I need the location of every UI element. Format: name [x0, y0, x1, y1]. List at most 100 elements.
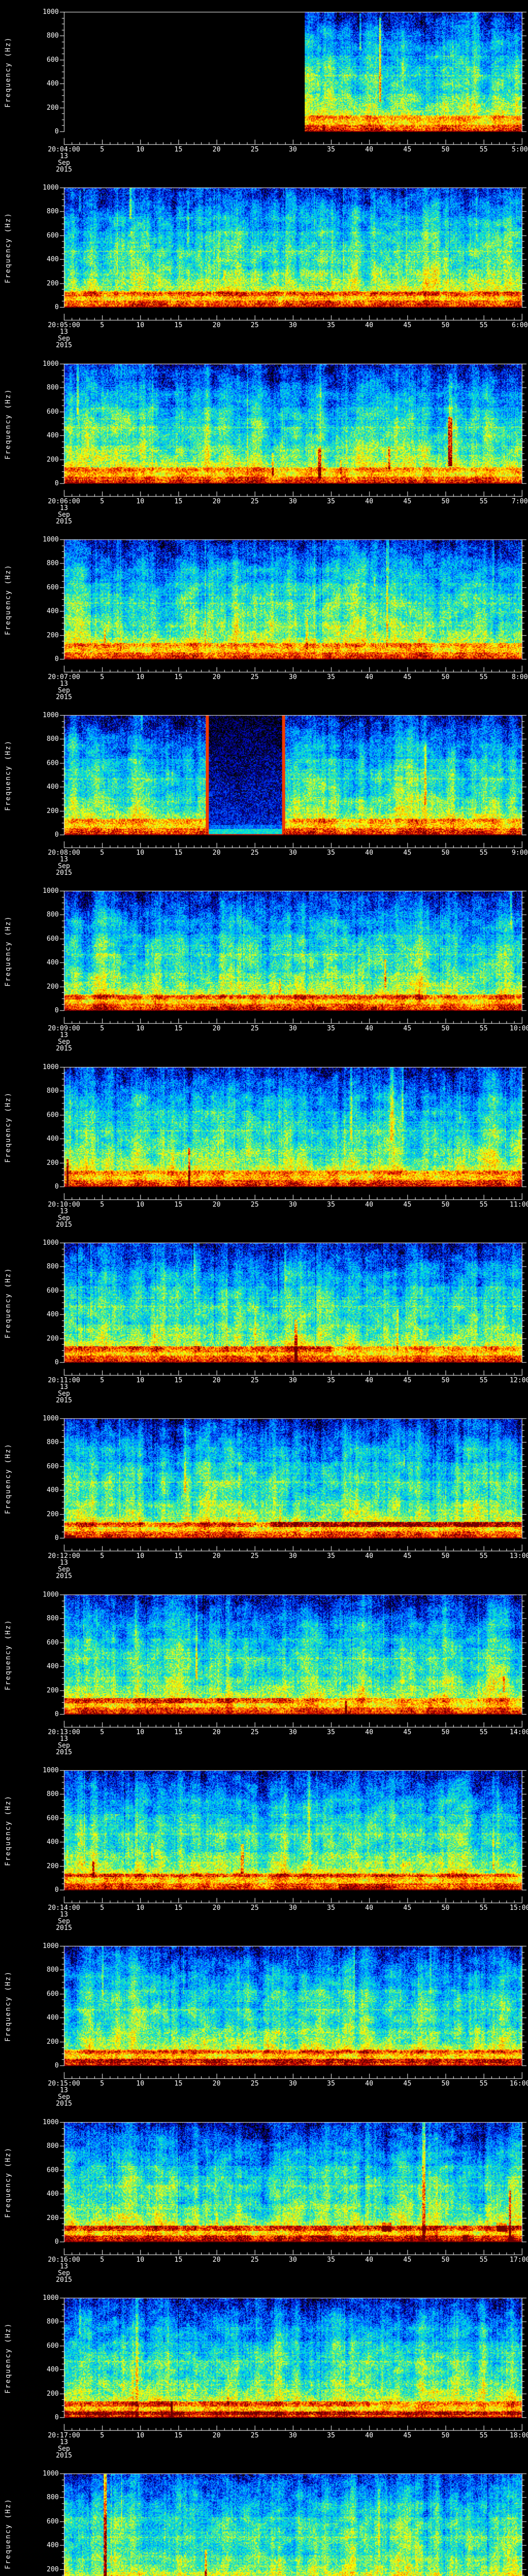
y-tick-label: 600 [46, 231, 59, 240]
y-tick-label: 1000 [42, 8, 59, 16]
spectrogram-panel: Frequency (Hz) 0 200 400 600 800 1000 5 10 15 20 25… [0, 703, 528, 879]
date-label: Sep [58, 687, 70, 694]
x-tick-label: 15 [174, 1377, 183, 1384]
y-tick-label: 400 [46, 1135, 59, 1143]
x-tick-label: 20 [212, 849, 221, 857]
x-tick-label: 25 [251, 849, 259, 857]
x-tick-label: 50 [441, 321, 450, 329]
x-tick-label: 20 [212, 1728, 221, 1736]
x-tick-label: 50 [441, 2080, 450, 2088]
y-tick-label: 600 [46, 1111, 59, 1119]
x-tick-label: 35 [327, 1904, 335, 1912]
y-tick-label: 1000 [42, 1591, 59, 1599]
y-tick-label: 0 [55, 1183, 59, 1191]
x-tick-label: 20 [212, 498, 221, 505]
spectrogram-panel: Frequency (Hz) 0 200 400 600 800 1000 5 10 15 20 25… [0, 1583, 528, 1758]
spectrogram-canvas [0, 1055, 528, 1231]
date-label: Sep [58, 1390, 70, 1398]
y-tick-label: 800 [46, 2142, 59, 2150]
x-tick-label: 10 [136, 321, 144, 329]
x-tick-label: 30 [289, 1904, 297, 1912]
x-tick-label: 35 [327, 2080, 335, 2088]
date-label: Sep [58, 862, 70, 870]
spectrogram-panel: Frequency (Hz) 0 200 400 600 800 1000 5 10 15 20 25… [0, 1406, 528, 1582]
spectrogram-canvas [0, 879, 528, 1055]
y-tick-label: 400 [46, 1838, 59, 1846]
y-tick-label: 400 [46, 959, 59, 967]
x-tick-label: 45 [403, 1552, 411, 1560]
y-tick-label: 200 [46, 1334, 59, 1343]
y-tick-label: 200 [46, 982, 59, 991]
end-time-label: 13:00 [509, 1552, 528, 1560]
date-label: 2015 [56, 1221, 72, 1229]
y-tick-label: 200 [46, 1159, 59, 1167]
x-tick-label: 55 [480, 146, 488, 154]
x-tick-label: 40 [365, 1728, 373, 1736]
x-tick-label: 50 [441, 849, 450, 857]
y-tick-label: 600 [46, 1638, 59, 1647]
x-tick-label: 30 [289, 1025, 297, 1032]
spectrogram-canvas [0, 703, 528, 879]
date-label: 13 [60, 1031, 68, 1039]
x-tick-label: 5 [100, 673, 104, 681]
x-tick-label: 10 [136, 2432, 144, 2439]
x-tick-label: 20 [212, 1904, 221, 1912]
x-tick-label: 5 [100, 1201, 104, 1209]
date-label: 2015 [56, 166, 72, 174]
y-tick-label: 600 [46, 1990, 59, 1998]
spectrogram-panel: Frequency (Hz) 0 200 400 600 800 1000 5 10 15 20 25… [0, 879, 528, 1055]
x-tick-label: 50 [441, 2256, 450, 2264]
start-time-label: 20:12:00 [47, 1552, 80, 1560]
x-tick-label: 55 [480, 1025, 488, 1032]
x-tick-label: 50 [441, 146, 450, 154]
spectrogram-panel: Frequency (Hz) 0 200 400 600 800 1000 5 10 15 20 25… [0, 2286, 528, 2462]
y-tick-label: 600 [46, 2166, 59, 2174]
y-tick-label: 1000 [42, 1239, 59, 1247]
x-tick-label: 35 [327, 146, 335, 154]
end-time-label: 9:00 [512, 849, 528, 857]
x-tick-label: 40 [365, 146, 373, 154]
x-tick-label: 5 [100, 1377, 104, 1384]
start-time-label: 20:08:00 [47, 849, 80, 857]
start-time-label: 20:16:00 [47, 2256, 80, 2264]
x-tick-label: 35 [327, 1552, 335, 1560]
y-tick-label: 800 [46, 735, 59, 743]
x-tick-label: 5 [100, 2080, 104, 2088]
x-tick-label: 35 [327, 849, 335, 857]
x-tick-label: 15 [174, 673, 183, 681]
y-tick-label: 600 [46, 1462, 59, 1470]
spectrogram-panel: Frequency (Hz) 0 200 400 600 800 1000 5 10 15 20 25… [0, 1231, 528, 1406]
y-tick-label: 0 [55, 303, 59, 311]
y-tick-label: 400 [46, 1663, 59, 1671]
y-tick-label: 600 [46, 56, 59, 64]
x-tick-label: 15 [174, 1552, 183, 1560]
y-tick-label: 200 [46, 631, 59, 639]
x-tick-label: 10 [136, 498, 144, 505]
x-tick-label: 25 [251, 2256, 259, 2264]
y-tick-label: 800 [46, 560, 59, 568]
x-tick-label: 10 [136, 673, 144, 681]
x-tick-label: 15 [174, 849, 183, 857]
x-tick-label: 40 [365, 2080, 373, 2088]
x-tick-label: 30 [289, 2080, 297, 2088]
x-tick-label: 45 [403, 1904, 411, 1912]
end-time-label: 7:00 [512, 498, 528, 505]
date-label: 2015 [56, 2276, 72, 2284]
date-label: Sep [58, 1214, 70, 1222]
x-tick-label: 10 [136, 1377, 144, 1384]
x-tick-label: 35 [327, 498, 335, 505]
x-tick-label: 55 [480, 1904, 488, 1912]
x-tick-label: 20 [212, 321, 221, 329]
date-label: 2015 [56, 1749, 72, 1756]
y-tick-label: 400 [46, 2190, 59, 2198]
x-tick-label: 15 [174, 1728, 183, 1736]
spectrogram-canvas [0, 0, 528, 176]
y-tick-label: 400 [46, 1311, 59, 1319]
y-tick-label: 400 [46, 80, 59, 88]
date-label: Sep [58, 335, 70, 343]
x-tick-label: 45 [403, 849, 411, 857]
start-time-label: 20:06:00 [47, 498, 80, 505]
y-tick-label: 400 [46, 2366, 59, 2374]
date-label: Sep [58, 511, 70, 519]
y-axis-title: Frequency (Hz) [4, 740, 12, 811]
